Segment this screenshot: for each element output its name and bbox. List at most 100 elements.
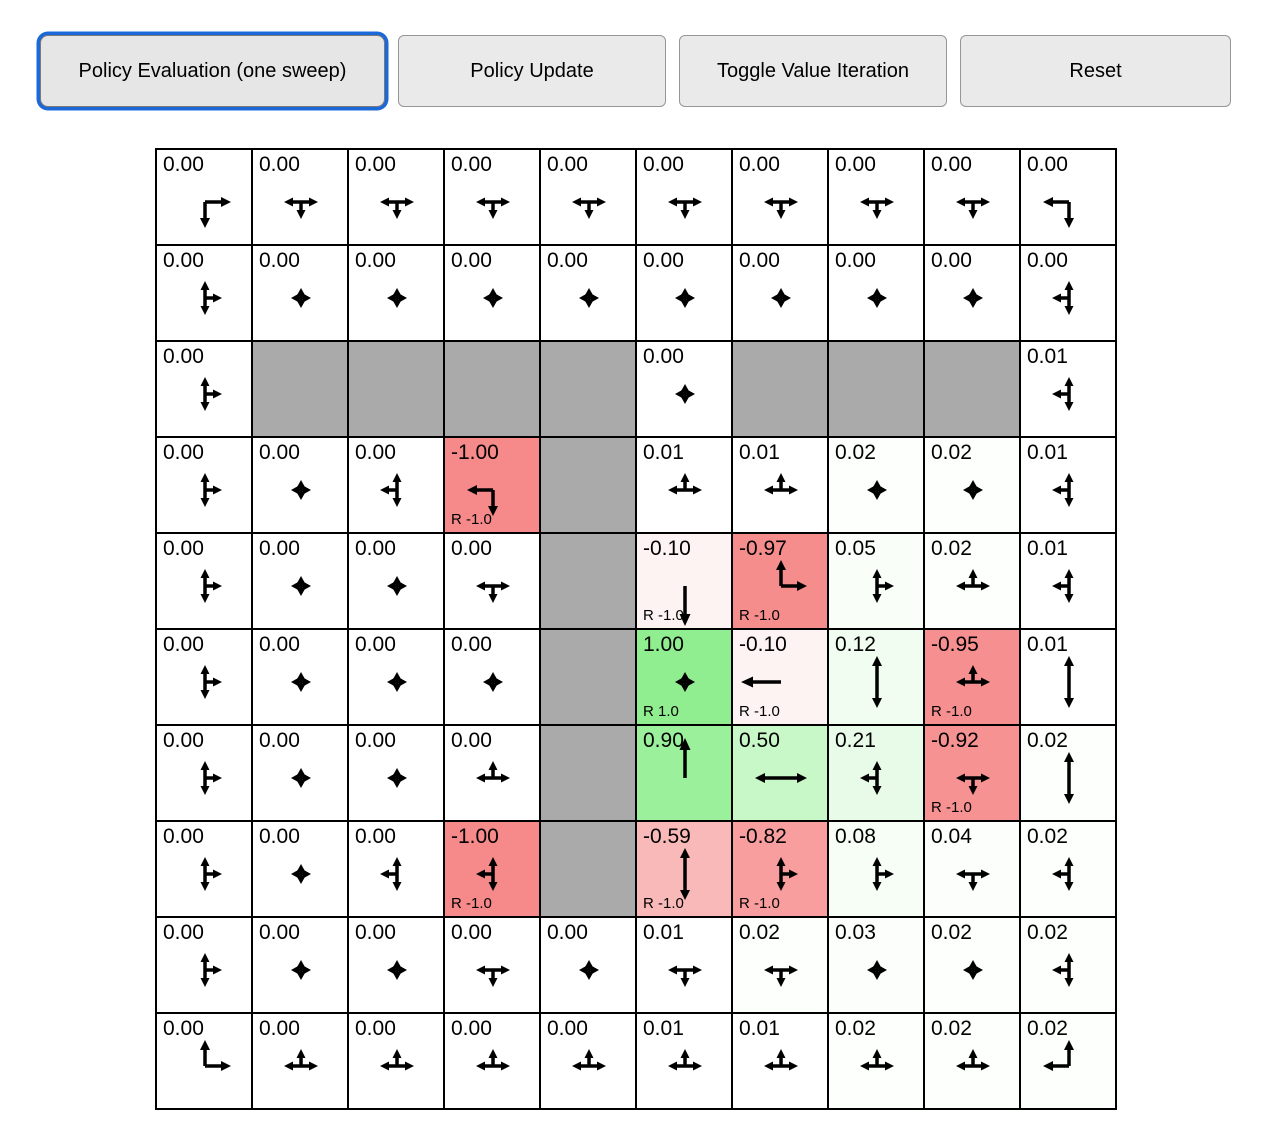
cell-value: 0.00 [739, 153, 780, 176]
wall-cell [924, 341, 1020, 437]
grid-cell: 0.00 [732, 149, 828, 245]
grid-cell: 0.00 [252, 149, 348, 245]
cell-value: 0.00 [451, 729, 492, 752]
cell-reward: R -1.0 [451, 895, 492, 912]
cell-value: 0.05 [835, 537, 876, 560]
wall-cell [828, 341, 924, 437]
grid-cell: 0.00 [444, 533, 540, 629]
grid-cell: -1.00 R -1.0 [444, 821, 540, 917]
wall-cell [540, 629, 636, 725]
grid-cell: 0.00 [348, 149, 444, 245]
cell-value: -1.00 [451, 825, 499, 848]
grid-cell: 0.00 [444, 149, 540, 245]
grid-cell: 0.00 [252, 245, 348, 341]
grid-cell: 0.90 [636, 725, 732, 821]
wall-cell [444, 341, 540, 437]
cell-value: 0.00 [259, 729, 300, 752]
grid-cell: 0.50 [732, 725, 828, 821]
grid-cell: 0.00 [252, 821, 348, 917]
cell-value: 0.00 [931, 153, 972, 176]
policy-evaluation-button[interactable]: Policy Evaluation (one sweep) [40, 35, 385, 107]
cell-value: 0.00 [163, 825, 204, 848]
grid-cell: 0.00 [348, 437, 444, 533]
cell-value: 0.00 [259, 249, 300, 272]
grid-cell: 0.00 [348, 725, 444, 821]
cell-value: 0.00 [451, 153, 492, 176]
cell-value: 0.00 [163, 729, 204, 752]
grid-cell: 0.08 [828, 821, 924, 917]
wall-cell [540, 437, 636, 533]
cell-reward: R -1.0 [739, 607, 780, 624]
cell-reward: R -1.0 [931, 799, 972, 816]
cell-value: 0.00 [355, 1017, 396, 1040]
grid-cell: 0.00 [156, 341, 252, 437]
cell-value: 0.00 [835, 153, 876, 176]
cell-value: -1.00 [451, 441, 499, 464]
cell-value: 0.00 [163, 537, 204, 560]
cell-value: 0.00 [643, 249, 684, 272]
grid-cell: 0.00 [444, 629, 540, 725]
cell-value: 0.00 [739, 249, 780, 272]
grid-cell: 0.00 [252, 725, 348, 821]
grid-cell: 0.01 [1020, 341, 1116, 437]
grid-cell: 0.00 [156, 725, 252, 821]
grid-cell: 0.00 [156, 437, 252, 533]
cell-value: 0.01 [739, 1017, 780, 1040]
grid-cell: 0.03 [828, 917, 924, 1013]
cell-value: 0.00 [547, 921, 588, 944]
cell-value: -0.10 [643, 537, 691, 560]
grid-cell: 0.00 [252, 533, 348, 629]
grid-cell: 0.00 [252, 437, 348, 533]
grid-cell: 0.01 [636, 437, 732, 533]
grid-cell: 0.00 [156, 821, 252, 917]
cell-value: 1.00 [643, 633, 684, 656]
wall-cell [540, 533, 636, 629]
grid-cell: 0.00 [732, 245, 828, 341]
grid-cell: 0.00 [156, 917, 252, 1013]
grid-cell: 1.00 R 1.0 [636, 629, 732, 725]
cell-value: 0.00 [643, 345, 684, 368]
cell-value: -0.95 [931, 633, 979, 656]
cell-value: 0.00 [259, 537, 300, 560]
wall-cell [348, 341, 444, 437]
cell-value: 0.01 [1027, 345, 1068, 368]
grid-cell: 0.00 [924, 245, 1020, 341]
grid-cell: 0.00 [156, 245, 252, 341]
grid-cell: 0.02 [828, 1013, 924, 1109]
grid-cell: 0.01 [636, 1013, 732, 1109]
cell-value: 0.01 [643, 1017, 684, 1040]
cell-value: 0.00 [451, 633, 492, 656]
grid-cell: -0.92 R -1.0 [924, 725, 1020, 821]
cell-value: 0.00 [259, 1017, 300, 1040]
grid-cell: 0.21 [828, 725, 924, 821]
cell-value: 0.01 [643, 921, 684, 944]
grid-cell: 0.01 [1020, 533, 1116, 629]
cell-value: 0.02 [931, 537, 972, 560]
cell-reward: R -1.0 [739, 895, 780, 912]
cell-value: 0.12 [835, 633, 876, 656]
cell-value: 0.02 [1027, 1017, 1068, 1040]
grid-cell: 0.00 [924, 149, 1020, 245]
cell-value: 0.00 [643, 153, 684, 176]
wall-cell [252, 341, 348, 437]
grid-cell: 0.12 [828, 629, 924, 725]
cell-value: 0.00 [259, 633, 300, 656]
cell-value: 0.00 [451, 249, 492, 272]
cell-reward: R -1.0 [643, 895, 684, 912]
cell-value: 0.00 [355, 633, 396, 656]
grid-cell: 0.00 [540, 1013, 636, 1109]
cell-value: 0.03 [835, 921, 876, 944]
cell-value: -0.92 [931, 729, 979, 752]
policy-update-button[interactable]: Policy Update [398, 35, 666, 107]
cell-value: 0.00 [355, 825, 396, 848]
cell-value: 0.02 [835, 1017, 876, 1040]
cell-value: 0.00 [355, 249, 396, 272]
wall-cell [540, 725, 636, 821]
cell-value: 0.02 [739, 921, 780, 944]
toggle-value-iteration-button[interactable]: Toggle Value Iteration [679, 35, 947, 107]
cell-value: 0.00 [259, 921, 300, 944]
grid-cell: 0.01 [1020, 437, 1116, 533]
grid-cell: 0.00 [636, 341, 732, 437]
grid-cell: 0.05 [828, 533, 924, 629]
reset-button[interactable]: Reset [960, 35, 1231, 107]
